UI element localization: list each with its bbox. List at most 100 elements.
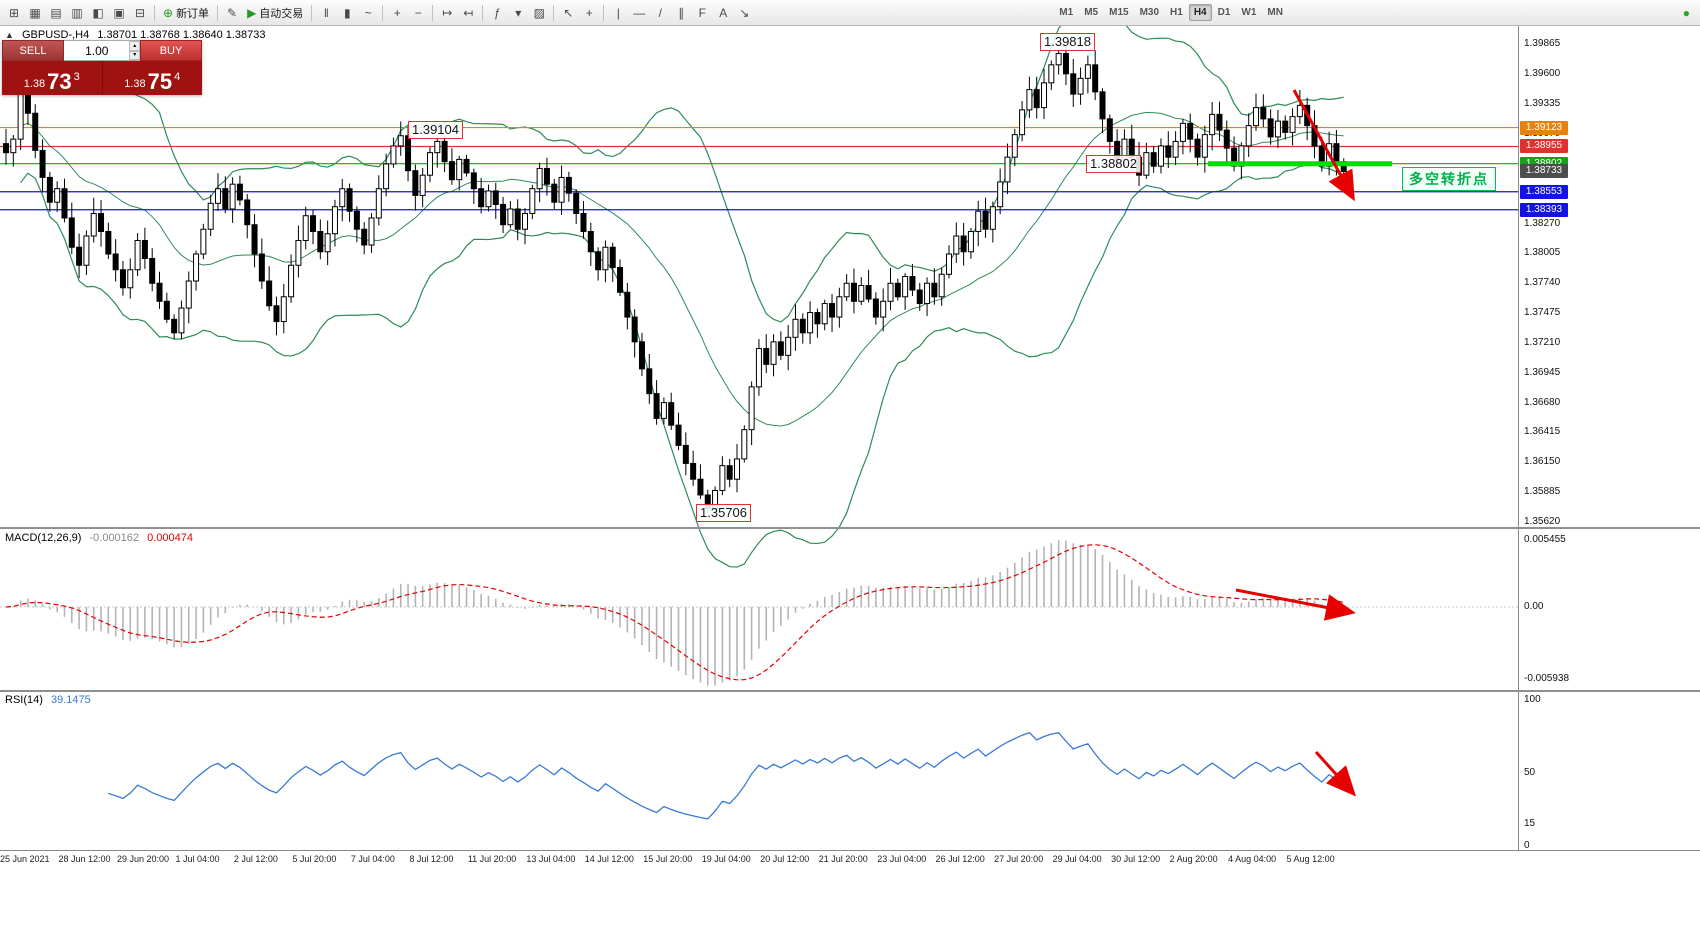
toolbar-separator xyxy=(217,4,219,21)
bollinger-middle-band[interactable] xyxy=(20,111,1344,427)
vertical-line-button[interactable]: | xyxy=(608,3,628,23)
horizontal-line-button[interactable]: ― xyxy=(629,3,649,23)
new-chart-button[interactable]: ⊞ xyxy=(4,3,24,23)
auto-scroll-icon: ↦ xyxy=(442,5,453,20)
price-annotation-1.38802[interactable]: 1.38802 xyxy=(1086,155,1141,173)
auto-scroll-button[interactable]: ↦ xyxy=(437,3,457,23)
lot-decrease-button[interactable]: ▾ xyxy=(129,50,140,60)
crosshair-icon: + xyxy=(585,5,593,20)
strategy-tester-button[interactable]: ⊟ xyxy=(130,3,150,23)
timeframe-group: M1 M5 M15 M30 H1 H4 D1 W1 MN xyxy=(1054,4,1288,21)
chart-shift-button[interactable]: ↤ xyxy=(458,3,478,23)
rsi-header: RSI(14) 39.1475 xyxy=(5,694,96,706)
vertical-line-icon: | xyxy=(616,5,620,20)
equidistant-channel-icon: ∥ xyxy=(678,5,685,20)
panel-separator-rsi[interactable] xyxy=(0,690,1700,692)
price-tick: 1.39335 xyxy=(1524,97,1561,109)
price-axis: 1.398651.396001.393351.390701.388051.385… xyxy=(1518,26,1700,851)
time-label: 13 Jul 04:00 xyxy=(526,854,576,864)
rsi-tick: 50 xyxy=(1524,767,1536,778)
macd-down-arrow[interactable] xyxy=(1235,588,1356,621)
time-label: 27 Jul 20:00 xyxy=(994,854,1044,864)
lot-input[interactable] xyxy=(64,41,130,60)
profiles-button[interactable]: ▦ xyxy=(25,3,45,23)
price-annotation-1.39818[interactable]: 1.39818 xyxy=(1040,33,1095,51)
timeframe-m30-button[interactable]: M30 xyxy=(1135,4,1164,21)
zoom-in-button[interactable]: + xyxy=(387,3,407,23)
price-tick: 1.36945 xyxy=(1524,366,1561,378)
time-label: 29 Jul 04:00 xyxy=(1052,854,1102,864)
price-badge-1.39123: 1.39123 xyxy=(1520,120,1568,135)
timeframe-d1-button[interactable]: D1 xyxy=(1213,4,1236,21)
bollinger-upper-band[interactable] xyxy=(20,26,1344,323)
toolbar-buttons: ⊞ ▦ ▤ ▥ ◧ ▣ ⊟ ⊕ 新订单 ✎ ▶ 自动交易 ‖ ▮ ~ + − ↦ ↤ ƒ ▾ ▨ ↖ + | ― / ∥ F A ↘ xyxy=(4,3,754,23)
zoom-out-button[interactable]: − xyxy=(408,3,428,23)
periods-list-icon: ▾ xyxy=(515,5,522,20)
lot-increase-button[interactable]: ▴ xyxy=(129,41,140,51)
timeframe-h4-button[interactable]: H4 xyxy=(1188,4,1212,21)
chart-bars-button[interactable]: ‖ xyxy=(316,3,336,23)
data-window-button[interactable]: ▥ xyxy=(67,3,87,23)
time-label: 25 Jun 2021 xyxy=(0,854,50,864)
sell-price-sup: 3 xyxy=(73,71,80,83)
timeframe-m15-button[interactable]: M15 xyxy=(1104,4,1133,21)
text-label-button[interactable]: A xyxy=(713,3,733,23)
timeframe-m5-button[interactable]: M5 xyxy=(1079,4,1103,21)
metaeditor-button[interactable]: ✎ xyxy=(222,3,242,23)
fibonacci-button[interactable]: F xyxy=(692,3,712,23)
toolbar-right: ● xyxy=(1683,6,1696,20)
time-label: 21 Jul 20:00 xyxy=(818,854,868,864)
buy-button[interactable]: BUY xyxy=(140,40,202,61)
one-click-toggle[interactable]: ▲ xyxy=(5,30,14,40)
new-order-button[interactable]: ⊕ 新订单 xyxy=(159,3,213,23)
price-tick: 1.36150 xyxy=(1524,456,1561,468)
sell-button[interactable]: SELL xyxy=(2,40,64,61)
turning-point-label[interactable]: 多空转折点 xyxy=(1402,167,1496,191)
connection-status-icon: ● xyxy=(1682,5,1690,20)
periods-list-button[interactable]: ▾ xyxy=(508,3,528,23)
toolbar-separator xyxy=(603,4,605,21)
rsi-down-arrow[interactable] xyxy=(1314,750,1357,797)
sell-price[interactable]: 1.38 73 3 xyxy=(2,61,102,95)
autotrading-button[interactable]: ▶ 自动交易 xyxy=(243,3,307,23)
navigator-button[interactable]: ◧ xyxy=(88,3,108,23)
equidistant-channel-button[interactable]: ∥ xyxy=(671,3,691,23)
buy-price[interactable]: 1.38 75 4 xyxy=(101,61,203,95)
price-badge-1.38553: 1.38553 xyxy=(1520,184,1568,199)
macd-tick: -0.005938 xyxy=(1524,673,1570,685)
chart-line-icon: ~ xyxy=(364,5,372,20)
market-watch-button[interactable]: ▤ xyxy=(46,3,66,23)
chart-line-button[interactable]: ~ xyxy=(358,3,378,23)
trendline-button[interactable]: / xyxy=(650,3,670,23)
macd-label: MACD(12,26,9) xyxy=(5,532,82,544)
price-annotation-1.39104[interactable]: 1.39104 xyxy=(408,121,463,139)
arrow-object-button[interactable]: ↘ xyxy=(734,3,754,23)
data-window-icon: ▥ xyxy=(71,5,83,20)
toolbar-separator xyxy=(382,4,384,21)
time-label: 29 Jun 20:00 xyxy=(116,854,169,864)
templates-button[interactable]: ▨ xyxy=(529,3,549,23)
sell-price-big: 73 xyxy=(47,69,72,94)
timeframe-h1-button[interactable]: H1 xyxy=(1165,4,1188,21)
chart-canvas[interactable] xyxy=(0,26,1700,938)
timeframe-w1-button[interactable]: W1 xyxy=(1236,4,1261,21)
lot-size-field: ▴ ▾ xyxy=(64,40,140,61)
panel-separator-macd[interactable] xyxy=(0,527,1700,529)
timeframe-mn-button[interactable]: MN xyxy=(1262,4,1288,21)
price-down-arrow[interactable] xyxy=(1292,89,1355,202)
price-tick: 1.37210 xyxy=(1524,336,1561,348)
chart-candles-button[interactable]: ▮ xyxy=(337,3,357,23)
cursor-button[interactable]: ↖ xyxy=(558,3,578,23)
bollinger-lower-band[interactable] xyxy=(20,162,1344,568)
terminal-button[interactable]: ▣ xyxy=(109,3,129,23)
price-tick: 1.38270 xyxy=(1524,217,1561,229)
new-chart-icon: ⊞ xyxy=(8,5,20,20)
timeframe-m1-button[interactable]: M1 xyxy=(1054,4,1078,21)
chart-bars-icon: ‖ xyxy=(323,5,329,20)
indicators-button[interactable]: ƒ xyxy=(487,3,507,23)
candles xyxy=(3,46,1347,513)
price-annotation-1.35706[interactable]: 1.35706 xyxy=(696,504,751,522)
macd-tick: 0.00 xyxy=(1524,601,1544,612)
crosshair-button[interactable]: + xyxy=(579,3,599,23)
